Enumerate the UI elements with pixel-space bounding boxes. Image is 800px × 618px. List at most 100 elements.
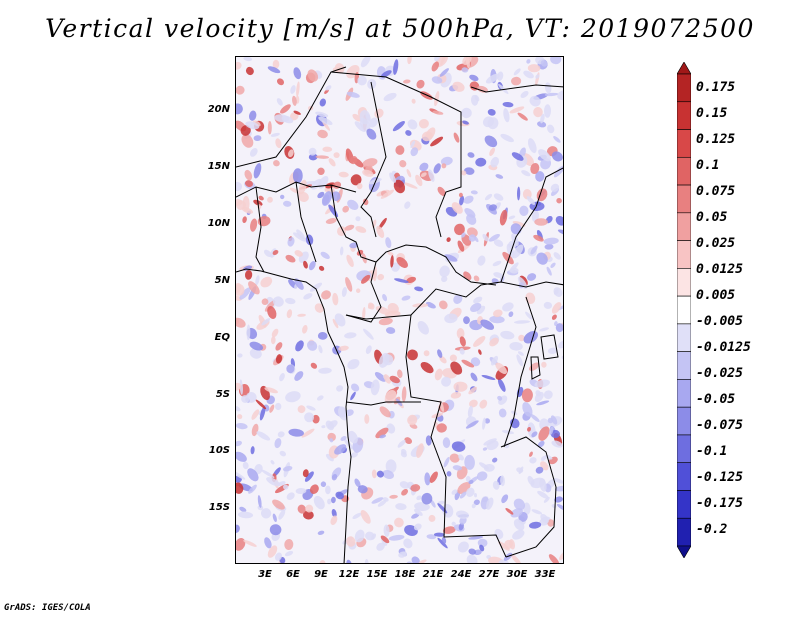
field-blob	[527, 273, 537, 281]
field-blob	[547, 417, 554, 424]
lon-label: 30E	[506, 569, 528, 580]
field-blob	[556, 504, 563, 511]
map-panel	[235, 56, 564, 564]
field-blob	[497, 395, 503, 401]
field-blob	[325, 453, 334, 462]
field-blob	[498, 408, 507, 418]
field-blob	[547, 347, 558, 354]
field-blob	[455, 510, 470, 519]
field-blob	[406, 561, 413, 563]
field-blob	[317, 331, 328, 340]
field-blob	[236, 181, 242, 192]
field-blob	[490, 355, 499, 366]
field-blob	[272, 499, 285, 510]
field-blob	[257, 215, 271, 227]
lat-label: EQ	[214, 332, 230, 343]
field-blob	[280, 104, 291, 114]
field-blob	[395, 145, 405, 155]
field-blob	[308, 153, 318, 161]
field-blob	[492, 457, 498, 463]
colorbar-label: -0.1	[696, 444, 728, 459]
field-blob	[307, 69, 319, 82]
field-blob	[288, 428, 304, 437]
field-blob	[500, 475, 505, 487]
field-blob	[378, 352, 390, 368]
field-blob	[459, 491, 467, 499]
field-blob	[362, 158, 378, 168]
field-blob	[253, 163, 262, 179]
field-blob	[463, 167, 475, 175]
field-blob	[394, 278, 409, 283]
border-line	[295, 181, 317, 263]
field-blob	[328, 158, 336, 167]
lake-outline	[540, 334, 559, 360]
field-blob	[522, 402, 533, 417]
colorbar-segment	[677, 295, 691, 325]
field-blob	[467, 152, 475, 158]
field-blob	[430, 136, 444, 147]
field-blob	[365, 345, 372, 354]
field-blob	[511, 76, 522, 86]
field-blob	[401, 295, 411, 301]
field-blob	[450, 361, 463, 375]
field-blob	[416, 495, 422, 501]
field-blob	[378, 217, 387, 230]
lat-label: 10S	[208, 445, 230, 456]
border-line	[470, 84, 563, 93]
field-blob	[403, 182, 418, 189]
field-blob	[244, 270, 253, 280]
field-blob	[236, 451, 247, 462]
field-blob	[331, 508, 337, 518]
field-blob	[498, 541, 510, 551]
field-blob	[335, 491, 345, 500]
field-blob	[418, 118, 429, 129]
field-blob	[267, 196, 273, 203]
field-blob	[272, 249, 279, 256]
field-blob	[521, 388, 533, 403]
field-blob	[303, 260, 308, 269]
field-blob	[399, 481, 410, 489]
field-blob	[244, 169, 253, 181]
field-blob	[438, 300, 448, 310]
field-blob	[423, 350, 430, 357]
chart-title: Vertical velocity [m/s] at 500hPa, VT: 2…	[45, 14, 755, 43]
field-blob	[527, 426, 531, 432]
field-blob	[298, 191, 309, 202]
field-blob	[466, 227, 478, 238]
field-blob	[424, 472, 431, 486]
field-blob	[537, 490, 549, 499]
field-blob	[382, 497, 389, 502]
field-blob	[266, 477, 281, 487]
field-blob	[478, 349, 482, 355]
field-blob	[240, 125, 251, 136]
field-blob	[475, 157, 487, 167]
field-blob	[483, 438, 497, 446]
field-blob	[451, 521, 456, 526]
field-blob	[510, 554, 522, 563]
field-blob	[469, 81, 480, 91]
field-blob	[278, 509, 286, 520]
field-blob	[363, 328, 374, 340]
field-blob	[547, 519, 555, 527]
field-blob	[248, 281, 260, 295]
field-blob	[332, 318, 339, 329]
field-blob	[466, 487, 475, 497]
field-blob	[341, 286, 347, 298]
field-blob	[510, 508, 523, 518]
field-blob	[510, 267, 519, 274]
field-blob	[377, 499, 387, 507]
field-blob	[546, 266, 552, 276]
field-blob	[509, 341, 523, 351]
field-blob	[378, 317, 393, 326]
field-blob	[315, 155, 329, 159]
field-blob	[241, 134, 254, 148]
field-blob	[543, 390, 553, 400]
field-blob	[425, 301, 436, 309]
field-blob	[461, 234, 472, 246]
field-blob	[469, 74, 479, 82]
field-blob	[390, 255, 394, 268]
field-blob	[236, 482, 244, 494]
field-blob	[516, 467, 524, 473]
border-line	[330, 71, 462, 238]
coastline	[236, 268, 352, 563]
